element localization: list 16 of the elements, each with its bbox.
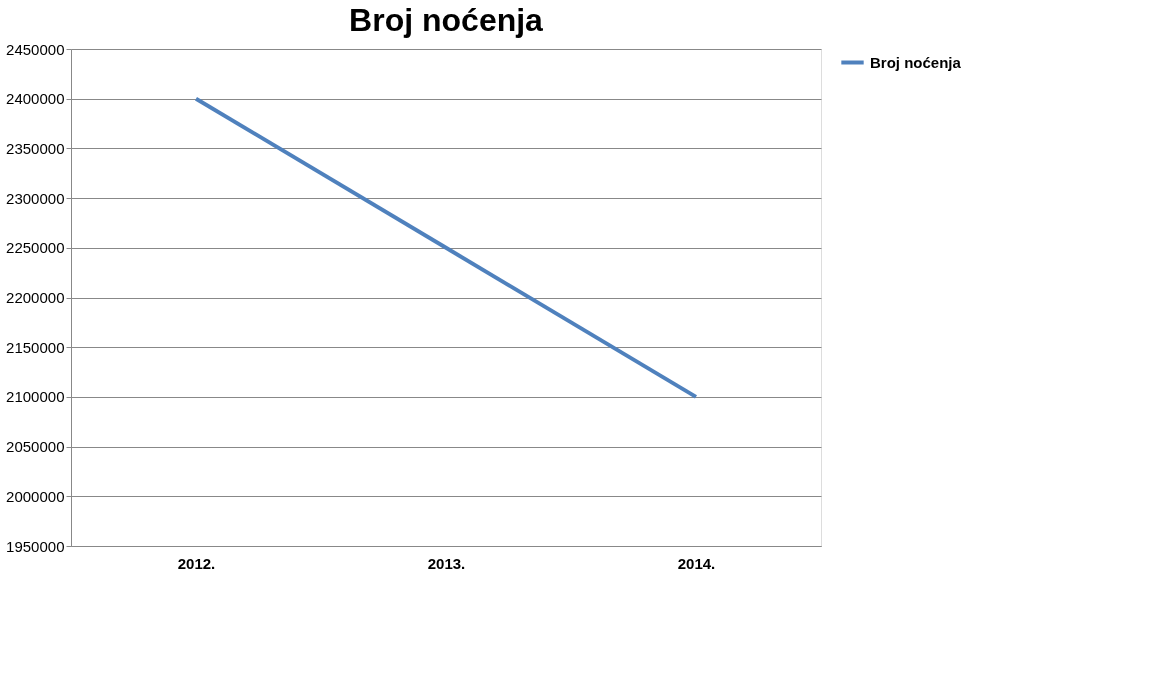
y-tick-label: 2100000 — [6, 388, 65, 406]
y-tick-label: 2250000 — [6, 239, 65, 257]
y-tick-label: 1950000 — [6, 537, 65, 555]
y-tick-label: 2200000 — [6, 289, 65, 306]
legend-label: Broj noćenja — [870, 53, 962, 71]
y-tick-label: 2000000 — [6, 487, 65, 505]
y-tick-label: 2050000 — [6, 438, 65, 456]
y-tick-label: 2350000 — [6, 139, 65, 157]
x-tick-label: 2012. — [177, 554, 216, 572]
chart-title: Broj noćenja — [349, 2, 544, 38]
y-tick-label: 2450000 — [6, 40, 65, 58]
y-tick-label: 2300000 — [6, 189, 65, 207]
y-tick-label: 2150000 — [6, 338, 65, 356]
x-tick-label: 2013. — [427, 554, 466, 572]
x-tick-label: 2014. — [677, 554, 716, 572]
y-tick-label: 2400000 — [6, 90, 65, 108]
